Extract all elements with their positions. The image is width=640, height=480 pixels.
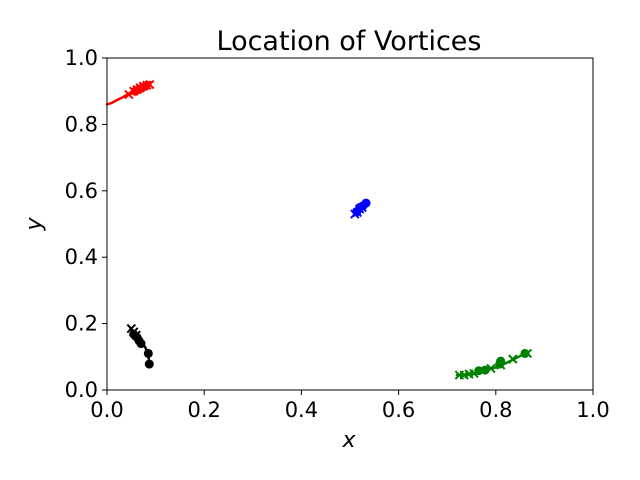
x-axis: 0.0 0.2 0.4 0.6 0.8 1.0 xyxy=(90,390,610,422)
y-axis-label: y xyxy=(22,217,47,232)
circle-marker xyxy=(141,81,151,91)
circle-marker xyxy=(480,365,490,375)
vortex-track-1 xyxy=(350,198,371,219)
circle-marker xyxy=(136,339,146,349)
x-tick-label: 0.2 xyxy=(187,398,220,422)
x-tick-label: 1.0 xyxy=(576,398,609,422)
x-tick-label: 0.0 xyxy=(90,398,123,422)
vortex-track-2 xyxy=(126,323,154,369)
y-tick-label: 0.0 xyxy=(65,378,98,402)
y-tick-label: 0.2 xyxy=(65,312,98,336)
circle-marker xyxy=(520,348,530,358)
y-tick-label: 0.4 xyxy=(65,245,98,269)
circle-marker xyxy=(144,359,154,369)
vortex-track-0 xyxy=(105,79,155,106)
vortex-track-3 xyxy=(454,348,533,380)
y-tick-label: 0.8 xyxy=(65,112,98,136)
circle-marker xyxy=(496,356,506,366)
y-tick-label: 0.6 xyxy=(65,179,98,203)
y-axis: 0.0 0.2 0.4 0.6 0.8 1.0 xyxy=(65,46,107,402)
y-tick-label: 1.0 xyxy=(65,46,98,70)
x-tick-label: 0.6 xyxy=(382,398,415,422)
axes-frame xyxy=(106,57,594,391)
circle-marker xyxy=(143,348,153,358)
chart-title: Location of Vortices xyxy=(217,26,482,57)
x-marker xyxy=(508,354,518,364)
circle-marker xyxy=(361,198,371,208)
plot-area xyxy=(105,79,533,380)
x-tick-label: 0.4 xyxy=(285,398,318,422)
x-tick-label: 0.8 xyxy=(479,398,512,422)
x-axis-label: x xyxy=(341,428,356,453)
